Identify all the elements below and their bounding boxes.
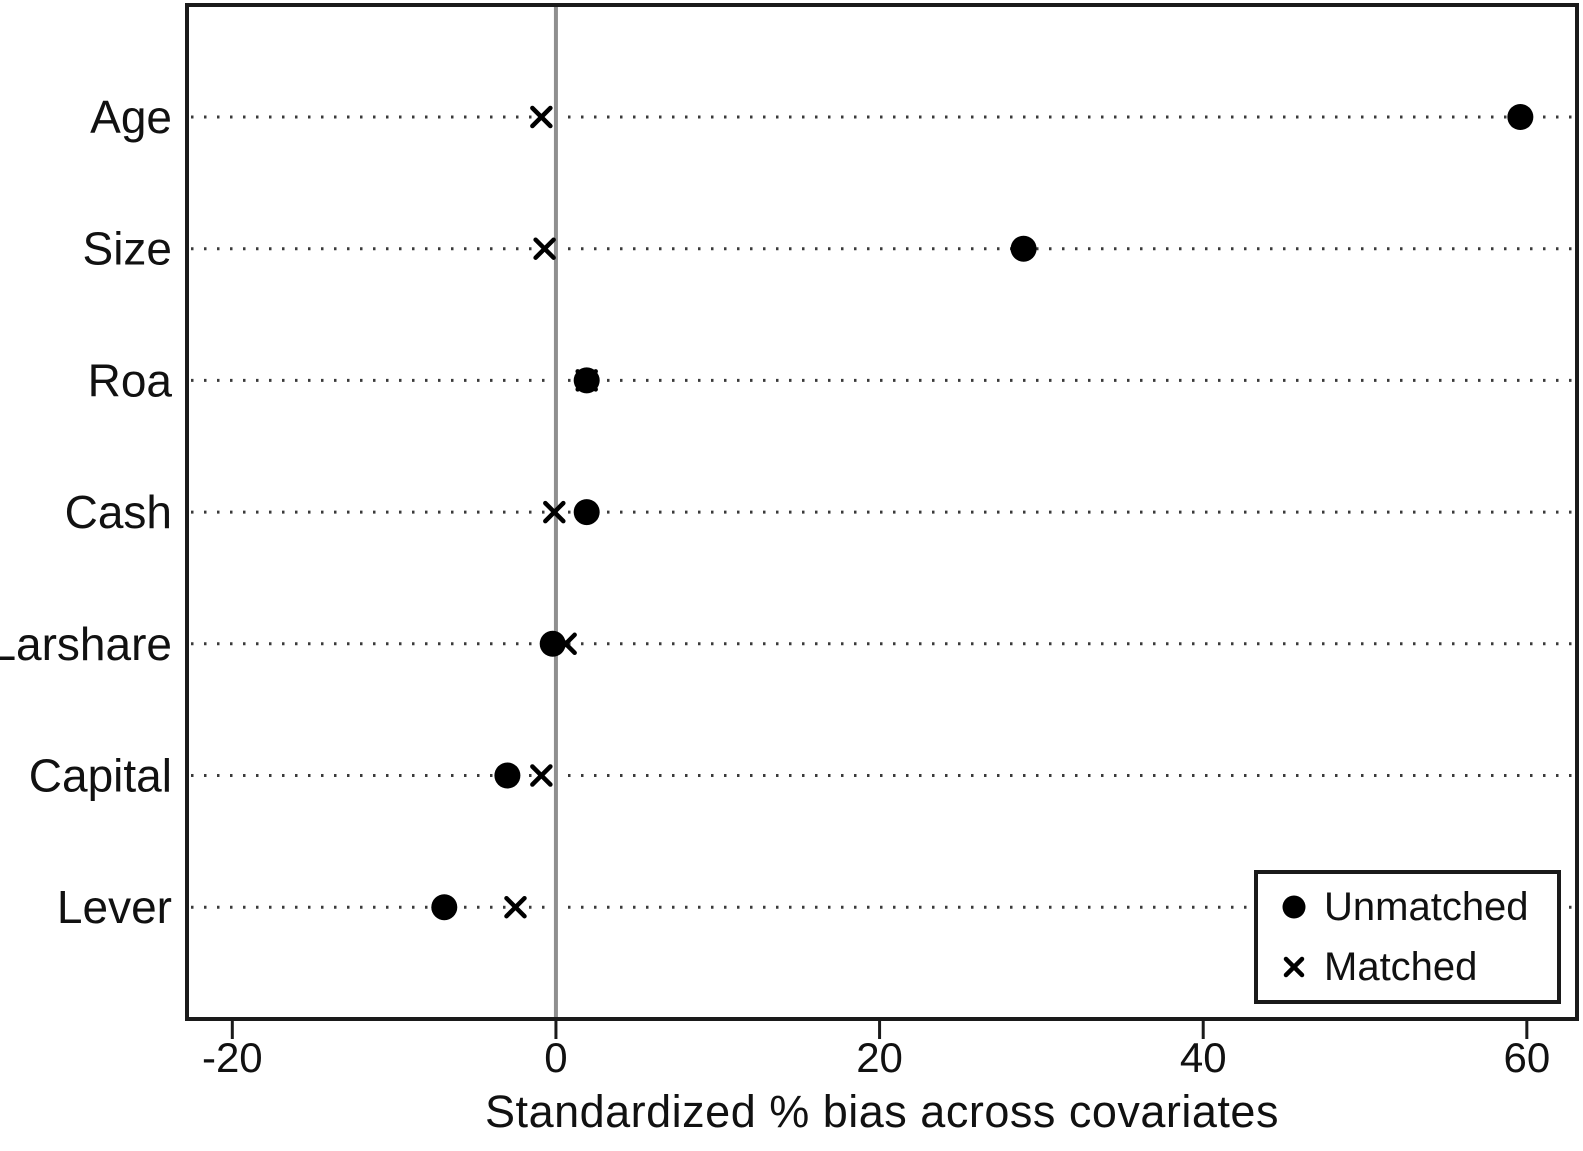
category-label-capital: Capital [29, 750, 172, 802]
matched-point-capital [530, 764, 553, 787]
matched-point-size [533, 237, 556, 260]
unmatched-point-age [1507, 104, 1534, 130]
legend-label-unmatched: Unmatched [1324, 884, 1529, 929]
unmatched-point-capital [494, 762, 521, 789]
unmatched-point-roa [573, 367, 600, 394]
x-tick-label-40: 40 [1180, 1034, 1227, 1081]
category-label-size: Size [83, 223, 172, 275]
x-axis-title: Standardized % bias across covariates [485, 1086, 1279, 1137]
matched-point-age [530, 105, 553, 129]
unmatched-point-size [1010, 235, 1037, 262]
x-tick-label-20: 20 [856, 1034, 903, 1081]
unmatched-point-lever [431, 894, 458, 921]
matched-point-cash [543, 500, 566, 524]
legend-item-matched: Matched [1278, 937, 1557, 997]
unmatched-circle-icon [1282, 895, 1306, 919]
x-tick-label-0: 0 [544, 1034, 567, 1081]
legend: Unmatched Matched [1254, 870, 1561, 1004]
legend-item-unmatched: Unmatched [1278, 877, 1557, 937]
category-label-larshare: Larshare [0, 618, 172, 670]
category-label-lever: Lever [57, 881, 172, 933]
unmatched-point-cash [573, 499, 600, 526]
unmatched-point-larshare [539, 630, 566, 657]
x-tick-label--20: -20 [202, 1034, 263, 1081]
category-label-cash: Cash [65, 486, 172, 538]
category-label-roa: Roa [88, 354, 173, 406]
matched-x-icon [1283, 956, 1305, 978]
category-label-age: Age [90, 91, 172, 143]
legend-label-matched: Matched [1324, 944, 1478, 989]
matched-point-lever [504, 895, 527, 919]
x-tick-label-60: 60 [1503, 1034, 1550, 1081]
plot-frame [185, 3, 1579, 1021]
